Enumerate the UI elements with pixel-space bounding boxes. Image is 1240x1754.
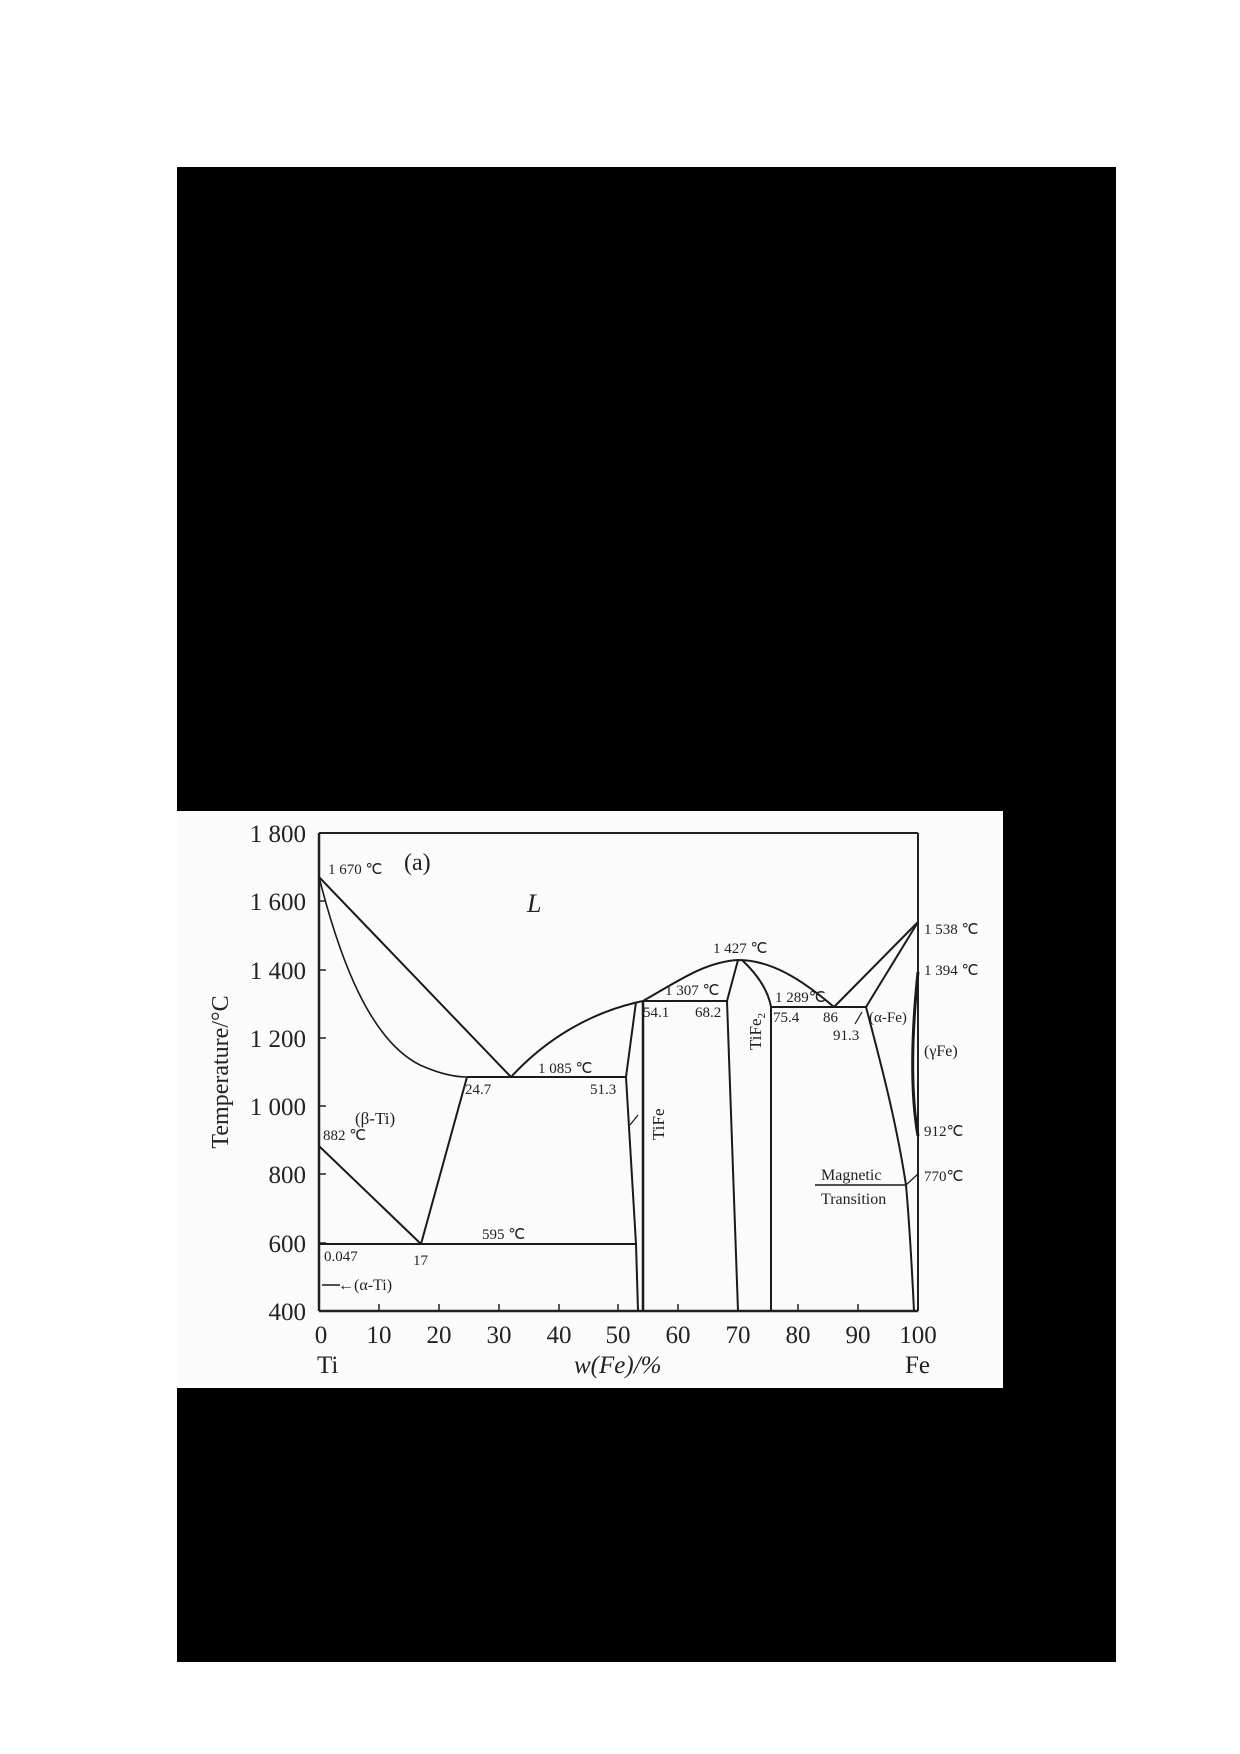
beta-ti-transus bbox=[318, 1145, 422, 1245]
annot-86: 86 bbox=[823, 1010, 839, 1026]
panel-label: (a) bbox=[404, 850, 431, 876]
xtick-10: 10 bbox=[367, 1322, 392, 1349]
annot-754: 75.4 bbox=[773, 1010, 800, 1026]
annot-1670: 1 670 ℃ bbox=[328, 862, 382, 878]
redacted-text-block-top bbox=[177, 167, 1116, 811]
x-tick-labels: 0 10 20 30 40 50 60 70 80 90 100 bbox=[315, 1322, 937, 1349]
phase-label-beta-ti: (β-Ti) bbox=[355, 1109, 395, 1128]
x-element-ti: Ti bbox=[317, 1352, 338, 1379]
annot-247: 24.7 bbox=[465, 1082, 492, 1098]
phase-label-tife2: TiFe2 bbox=[746, 1013, 768, 1050]
annot-0047: 0.047 bbox=[324, 1249, 358, 1265]
xtick-0: 0 bbox=[315, 1322, 328, 1349]
tife2-left bbox=[725, 959, 739, 1312]
label-transition: Transition bbox=[821, 1191, 886, 1208]
liquidus-fe-side bbox=[833, 921, 919, 1008]
annot-1085: 1 085 ℃ bbox=[538, 1061, 592, 1077]
phase-label-alpha-fe: (α-Fe) bbox=[869, 1010, 907, 1026]
annot-1427: 1 427 ℃ bbox=[713, 941, 767, 957]
xtick-100: 100 bbox=[899, 1322, 937, 1349]
phase-label-liquid: L bbox=[526, 889, 541, 918]
phase-diagram-plot: 1 800 1 600 1 400 1 200 1 000 800 600 40… bbox=[208, 821, 978, 1379]
ytick-1400: 1 400 bbox=[250, 958, 306, 985]
gamma-loop bbox=[911, 971, 920, 1137]
annot-513: 51.3 bbox=[590, 1082, 616, 1098]
x-element-fe: Fe bbox=[905, 1352, 930, 1379]
xtick-70: 70 bbox=[726, 1322, 751, 1349]
annot-770: 770℃ bbox=[924, 1169, 963, 1185]
annot-1538: 1 538 ℃ bbox=[924, 922, 978, 938]
label-magnetic: Magnetic bbox=[821, 1167, 881, 1184]
annot-1307: 1 307 ℃ bbox=[665, 983, 719, 999]
temperature-annotations: 1 670 ℃ 1 538 ℃ 1 427 ℃ 1 394 ℃ 1 307 ℃ … bbox=[323, 862, 978, 1243]
magnetic-leader bbox=[905, 1173, 919, 1186]
solidus-beta-ti bbox=[318, 876, 468, 1078]
ytick-1200: 1 200 bbox=[250, 1026, 306, 1053]
ytick-1600: 1 600 bbox=[250, 889, 306, 916]
phase-label-tife: TiFe bbox=[649, 1108, 668, 1140]
x-ticks bbox=[378, 1304, 859, 1311]
x-axis-label: w(Fe)/% bbox=[574, 1352, 661, 1379]
phase-label-alpha-ti: ←(α-Ti) bbox=[338, 1277, 392, 1294]
ytick-400: 400 bbox=[269, 1299, 307, 1326]
annot-882: 882 ℃ bbox=[323, 1128, 366, 1144]
ytick-1000: 1 000 bbox=[250, 1094, 306, 1121]
beta-ti-solvus bbox=[420, 1076, 468, 1245]
phase-label-gamma-fe: (γFe) bbox=[924, 1043, 958, 1060]
c913-leader bbox=[854, 1011, 863, 1025]
annot-595: 595 ℃ bbox=[482, 1227, 525, 1243]
tife2-right bbox=[741, 959, 772, 1311]
tife-left-upper bbox=[625, 1001, 637, 1078]
alpha-fe-solvus bbox=[865, 1006, 915, 1312]
redacted-text-block-bottom bbox=[177, 1388, 1116, 1662]
annot-17: 17 bbox=[413, 1253, 429, 1269]
annot-682: 68.2 bbox=[695, 1005, 721, 1021]
xtick-80: 80 bbox=[786, 1322, 811, 1349]
xtick-30: 30 bbox=[487, 1322, 512, 1349]
tife-leader bbox=[629, 1114, 639, 1126]
redacted-block-right bbox=[1003, 811, 1116, 1388]
ytick-600: 600 bbox=[269, 1231, 307, 1258]
annot-541: 54.1 bbox=[643, 1005, 669, 1021]
annot-912: 912℃ bbox=[924, 1124, 963, 1140]
ytick-1800: 1 800 bbox=[250, 821, 306, 848]
tife-left-lower bbox=[625, 1076, 639, 1312]
annot-913: 91.3 bbox=[833, 1028, 859, 1044]
xtick-90: 90 bbox=[846, 1322, 871, 1349]
composition-annotations: 0.047 17 24.7 51.3 54.1 68.2 75.4 86 91.… bbox=[324, 1005, 859, 1269]
liquidus-ti-side bbox=[318, 876, 512, 1078]
phase-diagram-figure: 1 800 1 600 1 400 1 200 1 000 800 600 40… bbox=[177, 811, 1003, 1388]
xtick-20: 20 bbox=[427, 1322, 452, 1349]
xtick-40: 40 bbox=[547, 1322, 572, 1349]
annot-1289: 1 289℃ bbox=[775, 990, 826, 1006]
ytick-800: 800 bbox=[269, 1162, 307, 1189]
y-axis-label: Temperature/°C bbox=[208, 995, 234, 1148]
solidus-alpha-fe bbox=[865, 921, 919, 1008]
xtick-60: 60 bbox=[666, 1322, 691, 1349]
y-tick-labels: 1 800 1 600 1 400 1 200 1 000 800 600 40… bbox=[250, 821, 306, 1326]
plot-frame bbox=[317, 832, 919, 1313]
phase-boundaries bbox=[318, 876, 920, 1312]
xtick-50: 50 bbox=[606, 1322, 631, 1349]
liquidus-tife2 bbox=[510, 958, 835, 1078]
annot-1394: 1 394 ℃ bbox=[924, 963, 978, 979]
